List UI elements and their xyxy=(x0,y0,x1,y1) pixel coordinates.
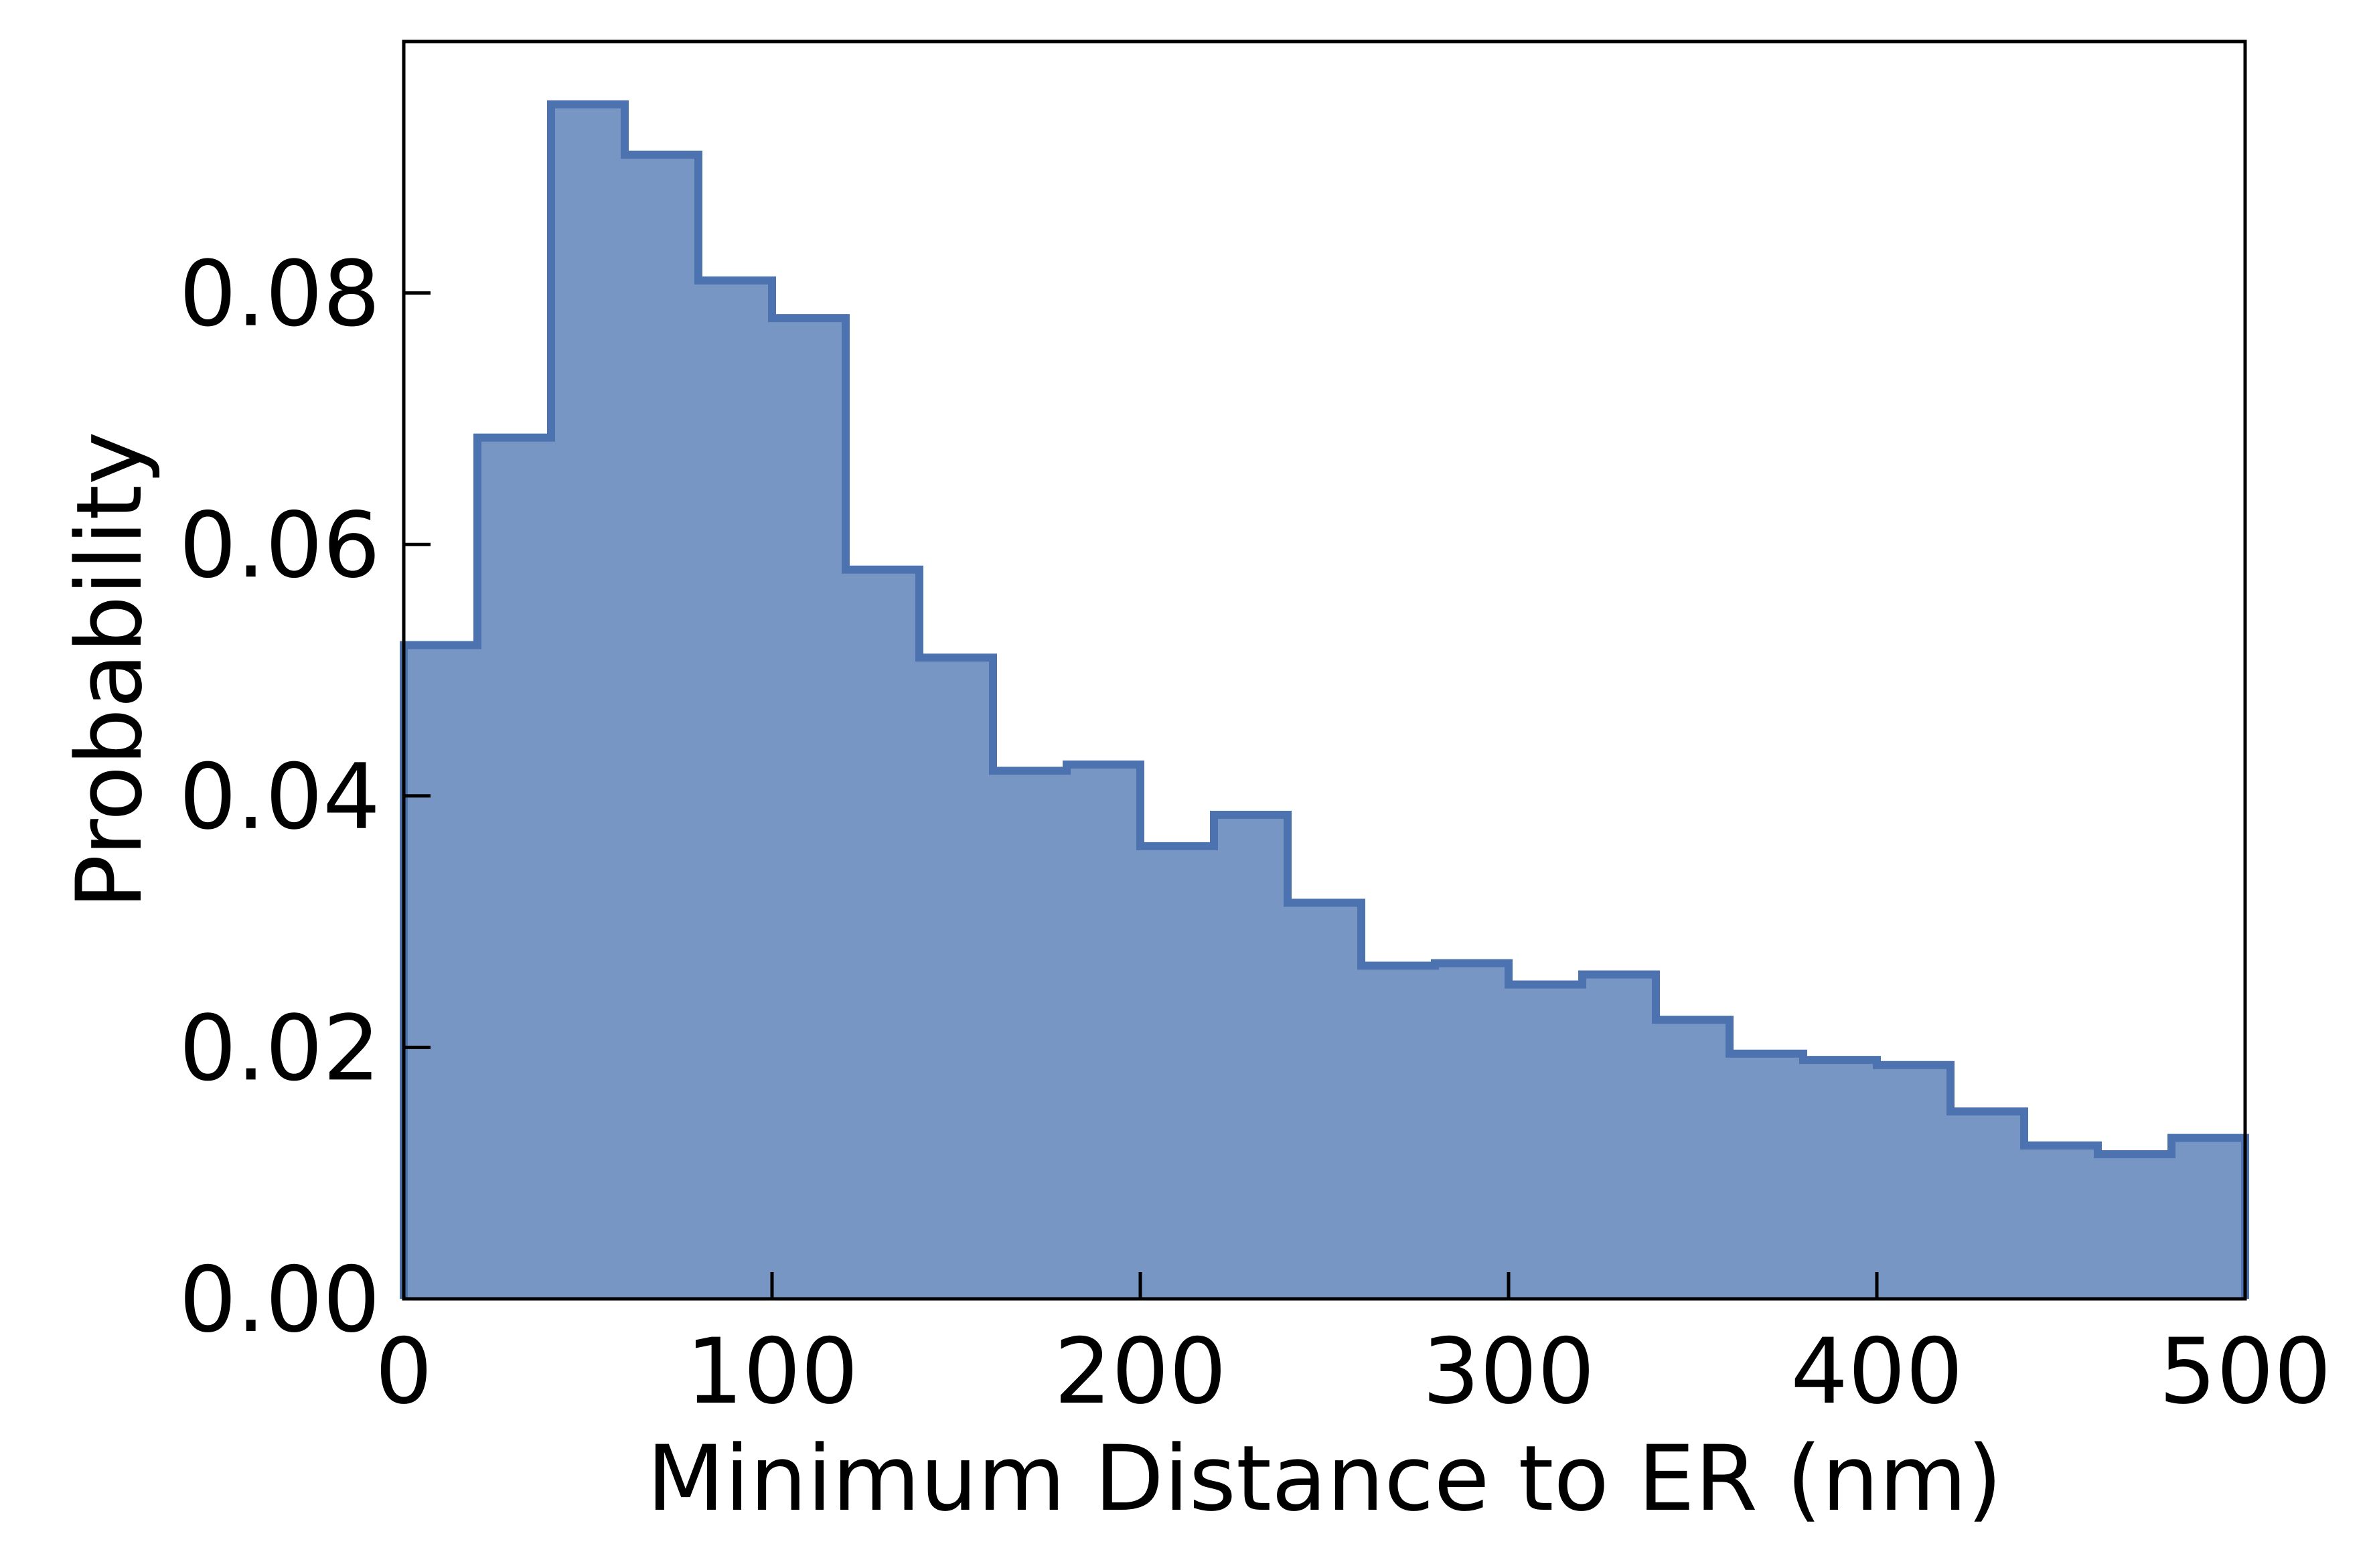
histogram-bar xyxy=(772,318,846,1299)
histogram-bar xyxy=(1730,1053,1804,1299)
plot-area xyxy=(400,100,2249,1299)
histogram-bar xyxy=(551,104,625,1299)
histogram-bar xyxy=(1951,1111,2025,1299)
x-tick-label: 400 xyxy=(1790,1319,1963,1424)
y-tick-label: 0.08 xyxy=(179,242,380,347)
x-tick-label: 300 xyxy=(1422,1319,1595,1424)
histogram-bar xyxy=(477,437,552,1299)
histogram-bar xyxy=(993,771,1067,1299)
histogram-bar xyxy=(1288,903,1362,1299)
y-tick-label: 0.00 xyxy=(179,1247,380,1352)
histogram-bar xyxy=(1140,846,1215,1299)
histogram-bar xyxy=(698,280,773,1299)
histogram-outline xyxy=(400,100,2249,1299)
histogram-bar xyxy=(2098,1154,2172,1299)
x-tick-label: 100 xyxy=(686,1319,858,1424)
histogram-bar xyxy=(625,155,699,1299)
x-tick-label: 200 xyxy=(1054,1319,1227,1424)
x-tick-label: 500 xyxy=(2159,1319,2331,1424)
histogram-bar xyxy=(1656,1020,1730,1299)
y-tick-label: 0.02 xyxy=(179,996,380,1101)
x-axis-label: Minimum Distance to ER (nm) xyxy=(647,1426,2003,1531)
histogram-bar xyxy=(846,569,920,1299)
histogram-bar xyxy=(2024,1145,2098,1299)
histogram-bars xyxy=(404,104,2246,1299)
histogram-bar xyxy=(1214,814,1288,1299)
histogram-bar xyxy=(1067,764,1141,1299)
x-tick-label: 0 xyxy=(375,1319,433,1424)
histogram-bar xyxy=(404,645,478,1299)
y-tick-label: 0.06 xyxy=(179,493,380,598)
histogram-bar xyxy=(919,657,994,1299)
y-axis-ticks: 0.00 0.02 0.04 0.06 0.08 xyxy=(179,242,431,1352)
histogram-bar xyxy=(1509,984,1583,1299)
y-axis-label: Probability xyxy=(57,431,162,909)
histogram-bar xyxy=(1803,1060,1878,1299)
histogram-bar xyxy=(2171,1138,2246,1299)
axes-frame xyxy=(402,40,2247,1301)
histogram-bar xyxy=(1361,965,1436,1299)
x-axis-ticks: 0 100 200 300 400 500 xyxy=(375,1272,2331,1424)
y-tick-label: 0.04 xyxy=(179,744,380,850)
histogram-bar xyxy=(1582,974,1657,1299)
histogram-bar xyxy=(1877,1065,1951,1299)
histogram-bar xyxy=(1435,963,1509,1299)
